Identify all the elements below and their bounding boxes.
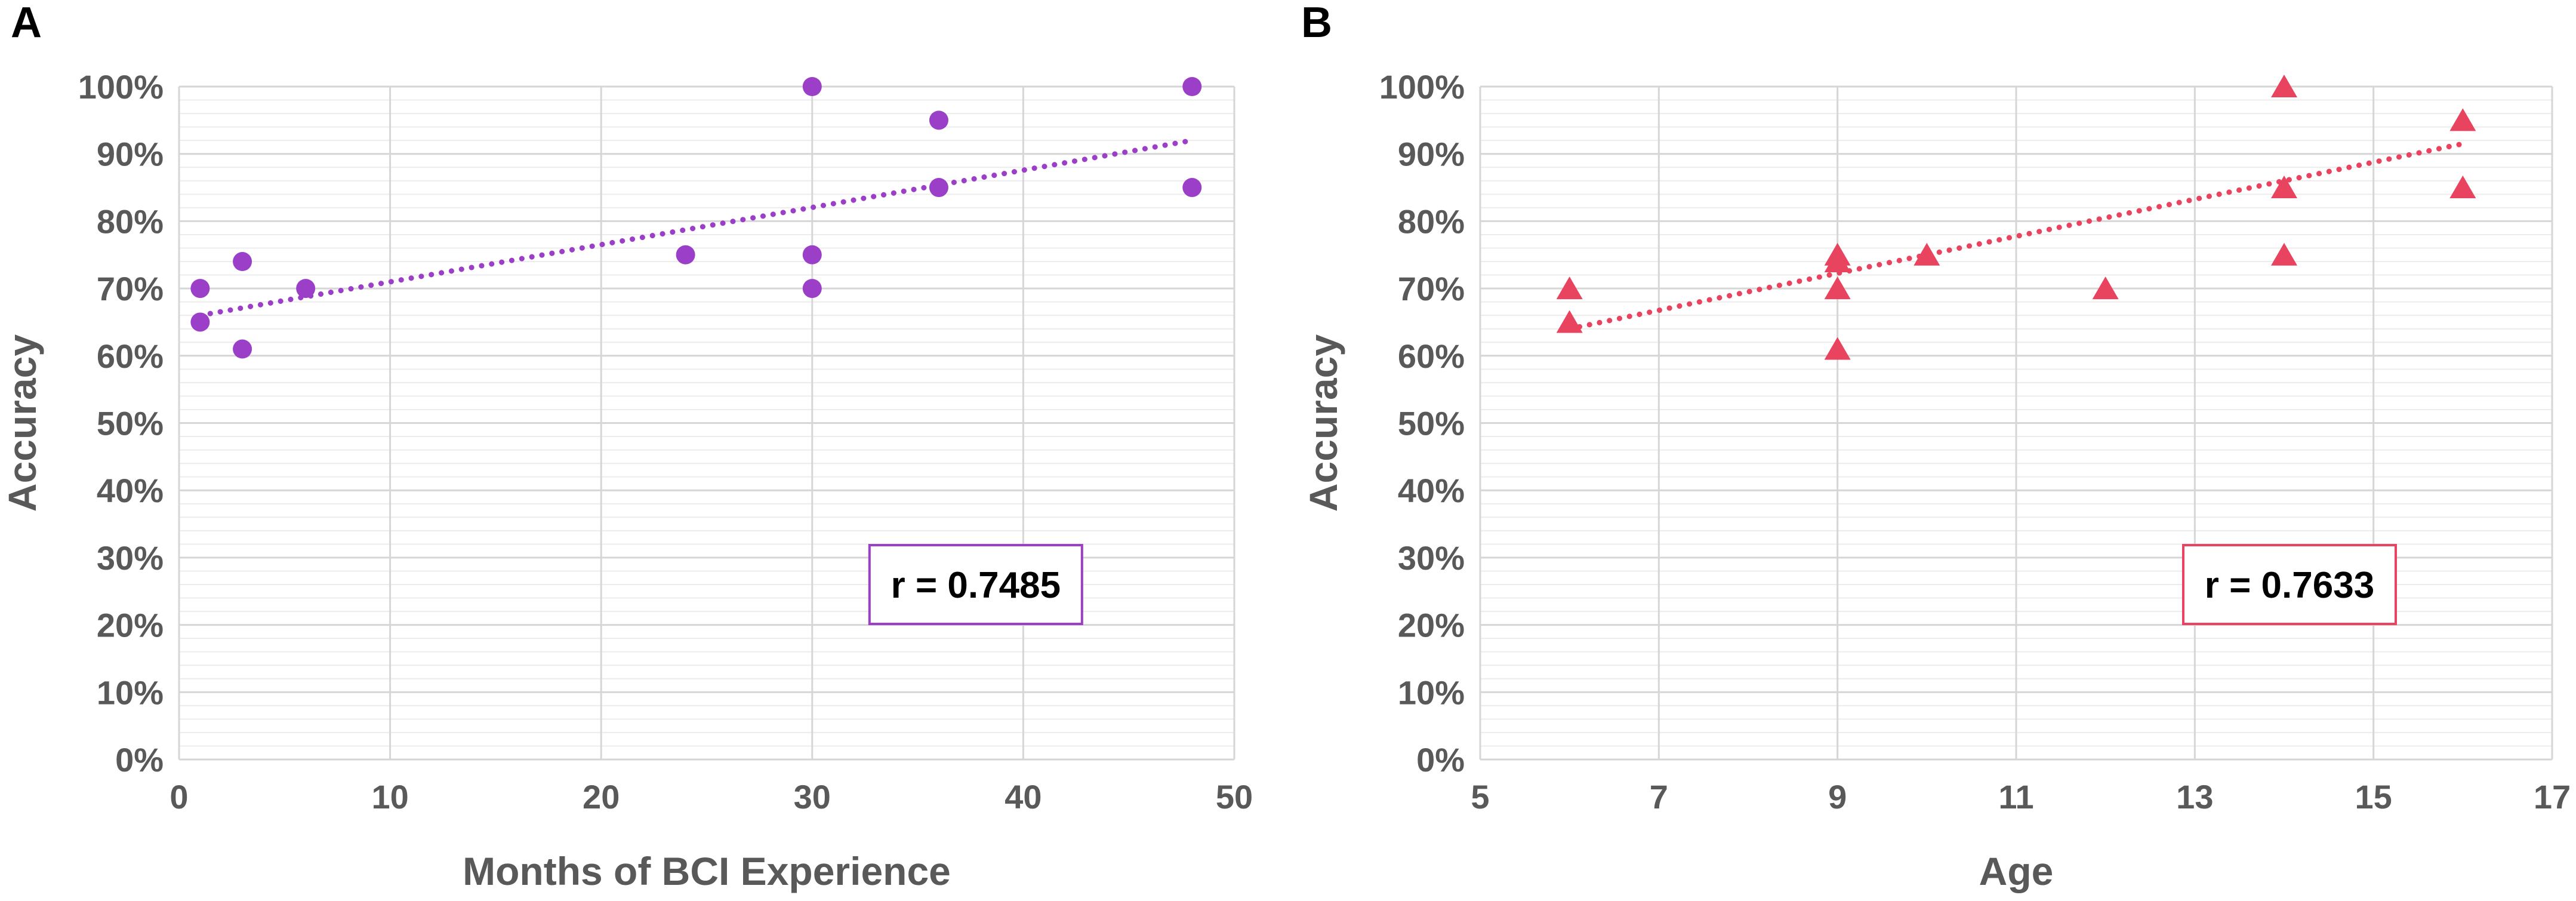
x-tick-label: 10 [371,778,408,816]
data-point [2092,276,2119,300]
x-tick-label: 50 [1216,778,1253,816]
data-point [1556,310,1583,333]
y-tick-label: 90% [1398,136,1465,173]
x-tick-label: 30 [794,778,831,816]
data-point [1824,250,1851,273]
y-tick-label: 0% [1416,741,1465,779]
y-tick-label: 30% [1398,539,1465,577]
y-axis-title: Accuracy [1301,334,1345,512]
y-tick-label: 40% [1398,472,1465,509]
data-point [190,312,210,332]
data-point [802,245,822,265]
y-axis-title: Accuracy [0,334,44,512]
y-tick-label: 20% [1398,607,1465,644]
panel-label: B [1301,0,1332,47]
data-point [1824,337,1851,360]
y-tick-label: 10% [97,674,164,711]
x-tick-label: 40 [1004,778,1042,816]
x-axis-title: Age [1979,849,2054,893]
y-tick-label: 70% [1398,270,1465,307]
data-point [676,245,695,265]
chart-panel-b: B 0% 10% 20% 30% 40% 50% 60% 70% 80% 90% 100% 5 7 9 11 1… [1301,0,2571,893]
data-point [2271,176,2297,199]
x-tick-label: 17 [2534,778,2571,816]
data-point [2449,108,2476,131]
chart-panel-a: A 0% 10% 20% 30% 40% 50% 60% 70% 80% 90% 100% 0 10 20 3… [0,0,1253,893]
data-point [2449,176,2476,199]
data-point [296,279,316,299]
x-tick-label: 0 [170,778,188,816]
x-tick-label: 15 [2355,778,2392,816]
data-point [2271,75,2297,97]
y-tick-label: 90% [97,136,164,173]
data-point [2271,242,2297,266]
data-point [1182,77,1202,96]
x-tick-label: 7 [1650,778,1668,816]
data-point [190,279,210,299]
trendline [1567,141,2466,332]
annotation-box [868,543,1083,625]
y-tick-label: 30% [97,539,164,577]
data-point [1824,276,1851,300]
correlation-annotation: r = 0.7485 [891,565,1061,606]
annotation-box [2181,543,2397,625]
y-tick-label: 60% [1398,337,1465,375]
x-tick-label: 11 [1998,778,2033,816]
y-tick-label: 20% [97,607,164,644]
y-tick-label: 80% [1398,202,1465,240]
data-point [1182,178,1202,198]
x-tick-label: 20 [583,778,620,816]
data-point [929,178,948,198]
y-tick-label: 70% [97,270,164,307]
y-tick-label: 0% [115,741,164,779]
data-point [1913,242,1940,266]
x-tick-label: 9 [1828,778,1847,816]
data-point [929,110,948,130]
y-tick-label: 40% [97,472,164,509]
y-tick-label: 50% [1398,405,1465,442]
y-tick-label: 80% [97,202,164,240]
data-point [233,339,252,359]
y-tick-label: 50% [97,405,164,442]
y-tick-label: 60% [97,337,164,375]
trendline [197,137,1195,318]
data-point [802,279,822,299]
data-point [802,77,822,96]
data-point [1556,276,1583,300]
y-tick-label: 100% [78,68,164,106]
correlation-annotation: r = 0.7633 [2205,565,2374,606]
x-tick-label: 5 [1471,778,1489,816]
data-point [233,252,252,272]
x-tick-label: 13 [2176,778,2213,816]
y-tick-label: 100% [1379,68,1465,106]
x-axis-title: Months of BCI Experience [463,849,951,893]
panel-label: A [11,0,42,47]
y-tick-label: 10% [1398,674,1465,711]
